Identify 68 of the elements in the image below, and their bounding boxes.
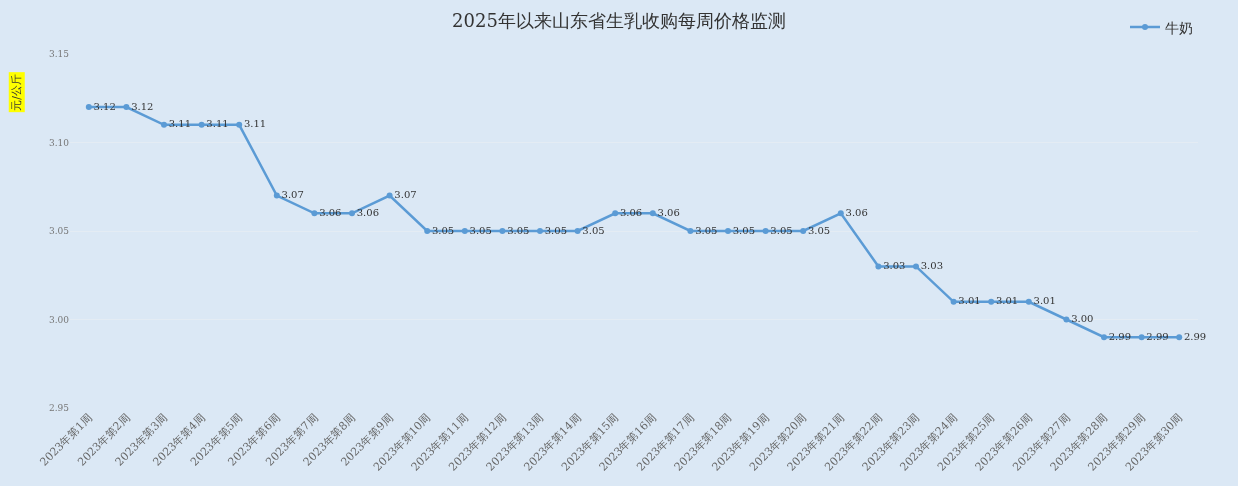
data-label: 3.06 bbox=[319, 206, 342, 218]
point bbox=[950, 298, 957, 305]
data-label: 3.01 bbox=[1033, 295, 1056, 307]
data-label: 3.05 bbox=[732, 224, 756, 236]
data-label: 2.99 bbox=[1183, 330, 1207, 342]
data-label: 3.07 bbox=[281, 189, 304, 201]
data-label: 3.03 bbox=[920, 259, 944, 271]
data-label: 3.01 bbox=[958, 295, 981, 307]
data-label: 2.99 bbox=[1108, 330, 1132, 342]
point bbox=[574, 228, 581, 234]
point bbox=[762, 228, 769, 234]
point bbox=[1101, 334, 1107, 341]
data-label: 3.06 bbox=[657, 206, 680, 218]
point bbox=[123, 104, 130, 111]
point bbox=[1025, 298, 1032, 305]
point bbox=[424, 228, 431, 234]
point bbox=[1063, 316, 1070, 323]
y-tick-label: 3.10 bbox=[48, 137, 70, 148]
point bbox=[1138, 334, 1145, 341]
point bbox=[499, 228, 506, 234]
data-label: 3.07 bbox=[394, 189, 417, 201]
data-label: 3.00 bbox=[1071, 313, 1094, 324]
point bbox=[198, 121, 205, 128]
point bbox=[386, 192, 393, 199]
point bbox=[349, 210, 355, 217]
point bbox=[725, 228, 731, 234]
point bbox=[273, 192, 280, 199]
point bbox=[161, 121, 167, 128]
point bbox=[236, 121, 243, 128]
data-label: 3.11 bbox=[243, 118, 267, 130]
point bbox=[649, 210, 656, 217]
point bbox=[1176, 334, 1183, 341]
data-label: 3.05 bbox=[431, 224, 455, 236]
data-label: 3.05 bbox=[770, 224, 793, 236]
y-axis-title: 元/公斤 bbox=[10, 73, 24, 111]
point bbox=[988, 298, 995, 305]
point bbox=[461, 228, 468, 234]
data-label: 3.11 bbox=[168, 118, 192, 130]
data-label: 3.05 bbox=[807, 224, 831, 236]
data-label: 3.05 bbox=[469, 224, 492, 236]
data-label: 3.12 bbox=[131, 100, 154, 112]
data-label: 2.99 bbox=[1146, 330, 1169, 342]
data-label: 3.06 bbox=[845, 206, 868, 218]
point bbox=[913, 263, 919, 270]
data-label: 3.05 bbox=[507, 224, 530, 236]
point bbox=[800, 228, 807, 234]
point bbox=[687, 228, 694, 234]
point bbox=[612, 210, 619, 217]
y-tick-label: 3.00 bbox=[48, 314, 70, 325]
point bbox=[311, 210, 318, 217]
legend-label: 牛奶 bbox=[1165, 19, 1193, 36]
point bbox=[85, 104, 92, 111]
y-tick-label: 2.95 bbox=[48, 403, 70, 414]
data-label: 3.06 bbox=[356, 206, 380, 218]
data-label: 3.11 bbox=[206, 118, 229, 130]
chart-title: 2025年以来山东省生乳收购每周价格监测 bbox=[452, 10, 786, 32]
y-tick-label: 3.05 bbox=[48, 226, 70, 237]
data-label: 3.03 bbox=[883, 259, 906, 271]
data-label: 3.12 bbox=[93, 100, 116, 112]
data-label: 3.01 bbox=[995, 295, 1019, 307]
point bbox=[837, 210, 844, 217]
y-tick-label: 3.15 bbox=[48, 49, 70, 60]
point bbox=[537, 228, 543, 234]
data-label: 3.06 bbox=[619, 206, 643, 218]
data-label: 3.05 bbox=[582, 224, 605, 236]
data-label: 3.05 bbox=[544, 224, 568, 236]
point bbox=[875, 263, 882, 270]
data-label: 3.05 bbox=[695, 224, 718, 236]
